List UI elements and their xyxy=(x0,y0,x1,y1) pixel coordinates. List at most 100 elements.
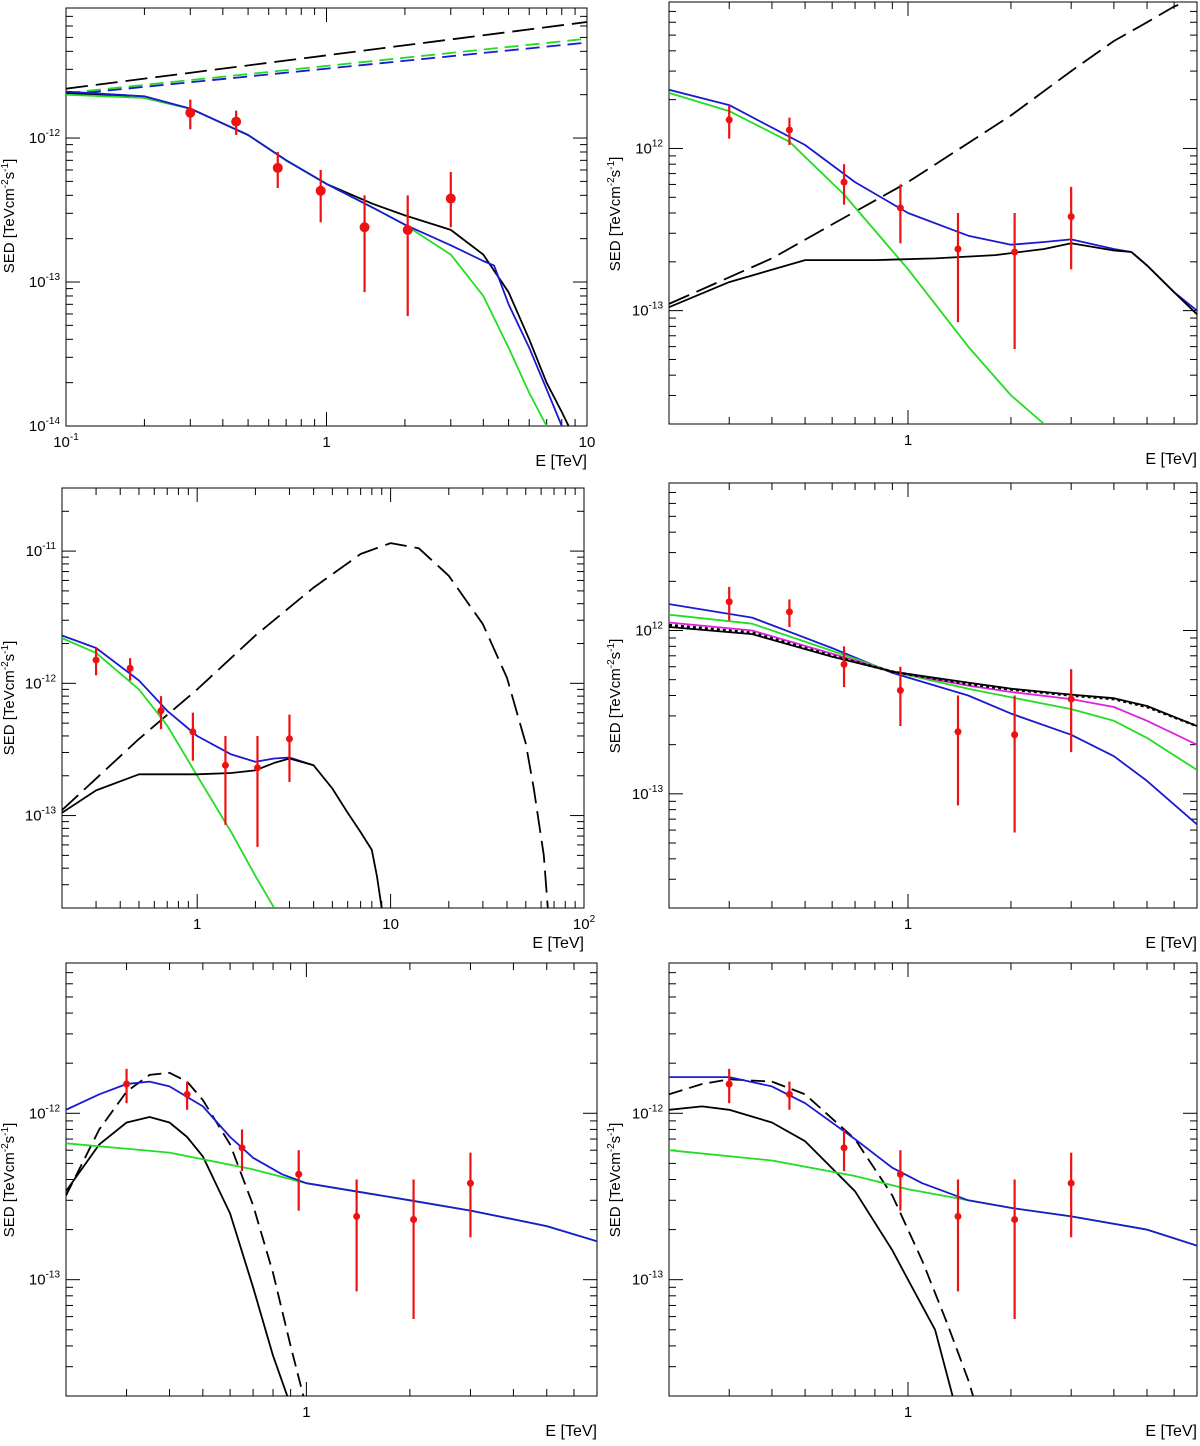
series-line-black-solid xyxy=(66,1116,289,1396)
x-axis-label: E [TeV] xyxy=(1145,935,1197,952)
series-line-black-dashed xyxy=(62,542,549,908)
y-tick-label-exponent: -13 xyxy=(46,1270,61,1281)
y-tick-label-exponent: 12 xyxy=(652,138,664,149)
y-tick-label-exponent: -12 xyxy=(46,128,61,139)
y-axis-label-part: s xyxy=(607,170,624,178)
y-axis-label-part: ] xyxy=(1,641,18,645)
y-tick-label-base: 10 xyxy=(635,140,652,157)
y-axis-label-part: s xyxy=(1,1136,18,1144)
y-tick-label: 10-13 xyxy=(29,1270,61,1289)
data-point xyxy=(840,178,848,186)
y-axis-label-part: -1 xyxy=(0,162,11,171)
y-tick-label: 10-12 xyxy=(29,1103,61,1122)
series-line-black-dashed xyxy=(669,2,1187,305)
y-tick-label: 10-13 xyxy=(25,806,57,825)
data-point xyxy=(157,707,165,715)
y-axis-label: SED [TeVcm-2s-1] xyxy=(606,639,624,754)
y-axis-label-part: SED [TeVcm xyxy=(607,1152,624,1237)
y-axis-label: SED [TeVcm-2s-1] xyxy=(0,159,18,274)
y-tick-label-exponent: -12 xyxy=(42,673,57,684)
y-axis-label-part: -1 xyxy=(606,642,617,651)
y-tick-label-base: 10 xyxy=(29,130,46,147)
y-axis-label: SED [TeVcm-2s-1] xyxy=(606,1123,624,1238)
data-point xyxy=(725,598,733,606)
y-axis-label-part: s xyxy=(1,172,18,180)
y-tick-label-exponent: 12 xyxy=(652,621,664,632)
y-tick-label-base: 10 xyxy=(26,543,43,560)
y-tick-label-base: 10 xyxy=(632,1105,649,1122)
data-point xyxy=(1011,731,1019,739)
series-line-green-solid xyxy=(62,637,275,908)
x-tick-label: 1 xyxy=(904,916,912,933)
x-tick-label-base: 1 xyxy=(904,432,912,449)
y-tick-label-exponent: -11 xyxy=(42,541,56,552)
y-tick-label-base: 10 xyxy=(632,786,649,803)
plot-frame xyxy=(668,1,1198,425)
y-tick-label: 10-13 xyxy=(29,272,61,291)
y-axis-label-part: SED [TeVcm xyxy=(607,668,624,753)
plot-frame xyxy=(65,7,588,427)
series-group xyxy=(62,542,549,908)
y-axis-label-part: -2 xyxy=(606,659,617,668)
y-axis-label-part: s xyxy=(1,654,18,662)
y-axis-label-part: ] xyxy=(607,639,624,643)
data-point xyxy=(840,660,848,668)
y-tick-label-exponent: -12 xyxy=(649,1103,664,1114)
data-point xyxy=(353,1212,361,1220)
x-tick-label-exponent: -1 xyxy=(70,432,79,443)
x-tick-label: 10-1 xyxy=(53,432,79,451)
plot-frame xyxy=(65,962,598,1397)
data-point xyxy=(896,204,904,212)
series-line-black-solid xyxy=(669,242,1197,315)
y-tick-label-base: 10 xyxy=(29,418,46,435)
y-axis-label: SED [TeVcm-2s-1] xyxy=(0,641,18,756)
x-tick-label-base: 1 xyxy=(302,1404,310,1421)
data-point xyxy=(238,1144,246,1152)
x-tick-label-base: 1 xyxy=(904,1404,912,1421)
series-line-black-solid xyxy=(669,1105,954,1396)
x-tick-label-base: 1 xyxy=(322,434,330,451)
y-tick-label-base: 10 xyxy=(25,808,42,825)
y-axis-label-part: ] xyxy=(1,1123,18,1127)
data-point xyxy=(954,1212,962,1220)
series-line-blue-solid xyxy=(66,1080,597,1243)
data-point xyxy=(1011,248,1019,256)
y-tick-label-base: 10 xyxy=(632,303,649,320)
plot-frame xyxy=(61,487,585,909)
y-tick-label-base: 10 xyxy=(632,1272,649,1289)
y-tick-label: 10-13 xyxy=(632,1270,664,1289)
y-tick-label-base: 10 xyxy=(29,1272,46,1289)
y-tick-label: 10-12 xyxy=(632,1103,664,1122)
x-axis-label: E [TeV] xyxy=(532,935,584,952)
y-axis-label-part: SED [TeVcm xyxy=(1,670,18,755)
y-tick-label-base: 10 xyxy=(29,274,46,291)
data-point xyxy=(402,224,413,235)
data-point xyxy=(725,1080,733,1088)
data-point xyxy=(183,1090,191,1098)
x-tick-label: 102 xyxy=(573,914,596,933)
y-tick-label-exponent: -13 xyxy=(649,1270,664,1281)
x-tick-label: 1 xyxy=(302,1404,310,1421)
series-group xyxy=(669,2,1197,424)
y-tick-label-base: 10 xyxy=(29,1105,46,1122)
y-tick-label-exponent: -13 xyxy=(42,806,57,817)
data-point xyxy=(785,608,793,616)
series-line-blue-solid xyxy=(669,603,1197,826)
data-point xyxy=(445,193,456,204)
data-point xyxy=(221,761,229,769)
data-point xyxy=(253,764,261,772)
y-axis-label-part: -2 xyxy=(0,179,11,188)
y-axis-label-part: -2 xyxy=(606,1143,617,1152)
series-line-green-solid xyxy=(66,93,548,426)
series-line-green-solid xyxy=(669,1149,1197,1247)
y-tick-label-exponent: -13 xyxy=(46,272,61,283)
data-point xyxy=(123,1080,131,1088)
data-point xyxy=(315,185,326,196)
y-axis-label-part: ] xyxy=(1,159,18,163)
y-axis-label-part: s xyxy=(607,652,624,660)
y-tick-label: 10-14 xyxy=(29,416,61,435)
series-line-blue-solid xyxy=(669,1076,1197,1247)
series-group xyxy=(669,603,1197,826)
data-point xyxy=(896,686,904,694)
